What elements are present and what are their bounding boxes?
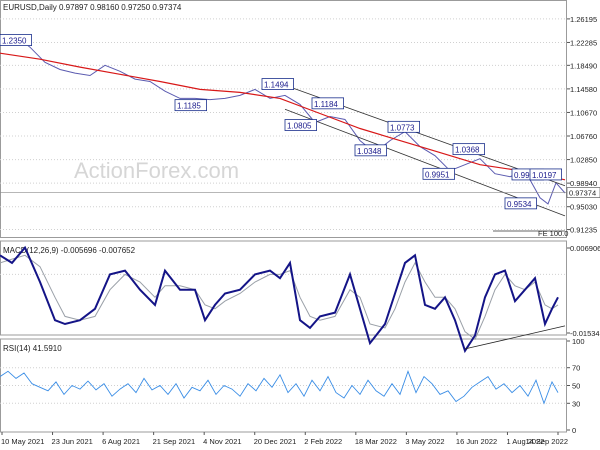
price-level-box bbox=[284, 119, 318, 131]
x-tick-label: 16 Jun 2022 bbox=[456, 437, 497, 446]
x-tick-label: 2 Feb 2022 bbox=[304, 437, 342, 446]
price-tick-label: 0.98940 bbox=[570, 179, 597, 188]
last-price-box bbox=[566, 187, 600, 198]
macd-panel-frame bbox=[0, 240, 567, 336]
rsi-panel-title: RSI(14) 41.5910 bbox=[3, 344, 62, 353]
x-tick-label: 23 Jun 2021 bbox=[52, 437, 93, 446]
price-tick-label: 0.91235 bbox=[570, 226, 597, 235]
price-level-label: 1.0197 bbox=[532, 171, 557, 180]
rsi-tick-label: 70 bbox=[572, 364, 580, 373]
rsi-line bbox=[0, 369, 559, 405]
price-level-label: 0.9998 bbox=[514, 171, 539, 180]
price-level-label: 0.9534 bbox=[507, 200, 532, 209]
rsi-tick-label: 30 bbox=[572, 399, 580, 408]
price-level-box bbox=[261, 78, 295, 90]
moving-average-line bbox=[0, 52, 566, 181]
price-level-label: 1.1185 bbox=[177, 102, 201, 111]
macd-panel-title: MACD(12,26,9) -0.005696 -0.007652 bbox=[3, 246, 136, 255]
x-tick-label: 6 Aug 2021 bbox=[102, 437, 140, 446]
fe-label: FE 100.0 bbox=[538, 229, 568, 238]
rsi-tick-label: 0 bbox=[572, 426, 576, 435]
x-tick-label: 21 Sep 2021 bbox=[153, 437, 196, 446]
price-annotations: 1.2350 1.1185 1.1494 1.1184 1.0805 1.0348 1.07… bbox=[0, 34, 563, 210]
price-level-box bbox=[354, 144, 388, 157]
price-level-label: 1.0805 bbox=[287, 122, 312, 131]
price-tick-label: 1.26195 bbox=[570, 15, 597, 24]
price-level-box bbox=[0, 34, 33, 46]
price-tick-label: 1.10670 bbox=[570, 108, 597, 117]
rsi-panel: 100 70 50 30 0 bbox=[0, 337, 585, 435]
price-panel-title: EURUSD,Daily 0.97897 0.98160 0.97250 0.9… bbox=[3, 3, 182, 12]
price-panel-frame bbox=[0, 0, 567, 238]
price-level-box bbox=[504, 197, 538, 210]
price-tick-label: 1.18490 bbox=[570, 61, 597, 70]
price-level-label: 1.1494 bbox=[264, 81, 289, 90]
watermark: ActionForex.com bbox=[74, 158, 239, 183]
price-level-box bbox=[174, 99, 208, 112]
macd-signal-line bbox=[0, 254, 559, 341]
rsi-tick-label: 50 bbox=[572, 382, 580, 391]
price-tick-label: 1.02850 bbox=[570, 156, 597, 165]
price-level-box bbox=[422, 167, 456, 180]
x-tick-label: 3 May 2022 bbox=[405, 437, 444, 446]
rsi-panel-frame bbox=[0, 338, 567, 433]
x-tick-label: 20 Dec 2021 bbox=[254, 437, 297, 446]
price-line bbox=[0, 38, 566, 205]
x-tick-label: 4 Nov 2021 bbox=[203, 437, 241, 446]
price-level-box bbox=[387, 120, 421, 133]
x-tick-label: 18 Mar 2022 bbox=[355, 437, 397, 446]
price-tick-label: 0.95030 bbox=[570, 203, 597, 212]
macd-line bbox=[0, 245, 559, 354]
price-y-axis: 1.26195 1.22285 1.18490 1.14580 1.10670 1.067… bbox=[566, 15, 600, 235]
rsi-tick-label: 100 bbox=[572, 337, 585, 346]
x-tick-label: 10 May 2021 bbox=[1, 437, 44, 446]
last-price-label: 0.97374 bbox=[569, 189, 596, 198]
x-tick-label: 14 Sep 2022 bbox=[525, 437, 568, 446]
price-tick-label: 1.14580 bbox=[570, 85, 597, 94]
price-level-box bbox=[311, 97, 345, 110]
price-level-label: 1.1184 bbox=[314, 100, 338, 109]
price-level-box bbox=[452, 143, 486, 156]
price-level-label: 1.0368 bbox=[455, 146, 480, 155]
macd-tick-label: 0.006906 bbox=[570, 244, 600, 253]
x-tick-label: 1 Aug 2022 bbox=[506, 437, 544, 446]
price-level-label: 1.0773 bbox=[390, 123, 415, 132]
price-tick-label: 1.06760 bbox=[570, 132, 597, 141]
macd-panel: 0.006906 -0.015348 bbox=[0, 244, 600, 354]
price-level-label: 0.9951 bbox=[425, 170, 450, 179]
price-tick-label: 1.22285 bbox=[570, 38, 597, 47]
macd-tick-label: -0.015348 bbox=[570, 329, 600, 338]
price-level-box bbox=[529, 168, 563, 181]
price-level-label: 1.2350 bbox=[2, 37, 27, 46]
x-axis: 10 May 2021 23 Jun 2021 6 Aug 2021 21 Sep 2… bbox=[1, 432, 568, 446]
price-level-label: 1.0348 bbox=[357, 147, 382, 156]
macd-trendline bbox=[464, 325, 566, 350]
